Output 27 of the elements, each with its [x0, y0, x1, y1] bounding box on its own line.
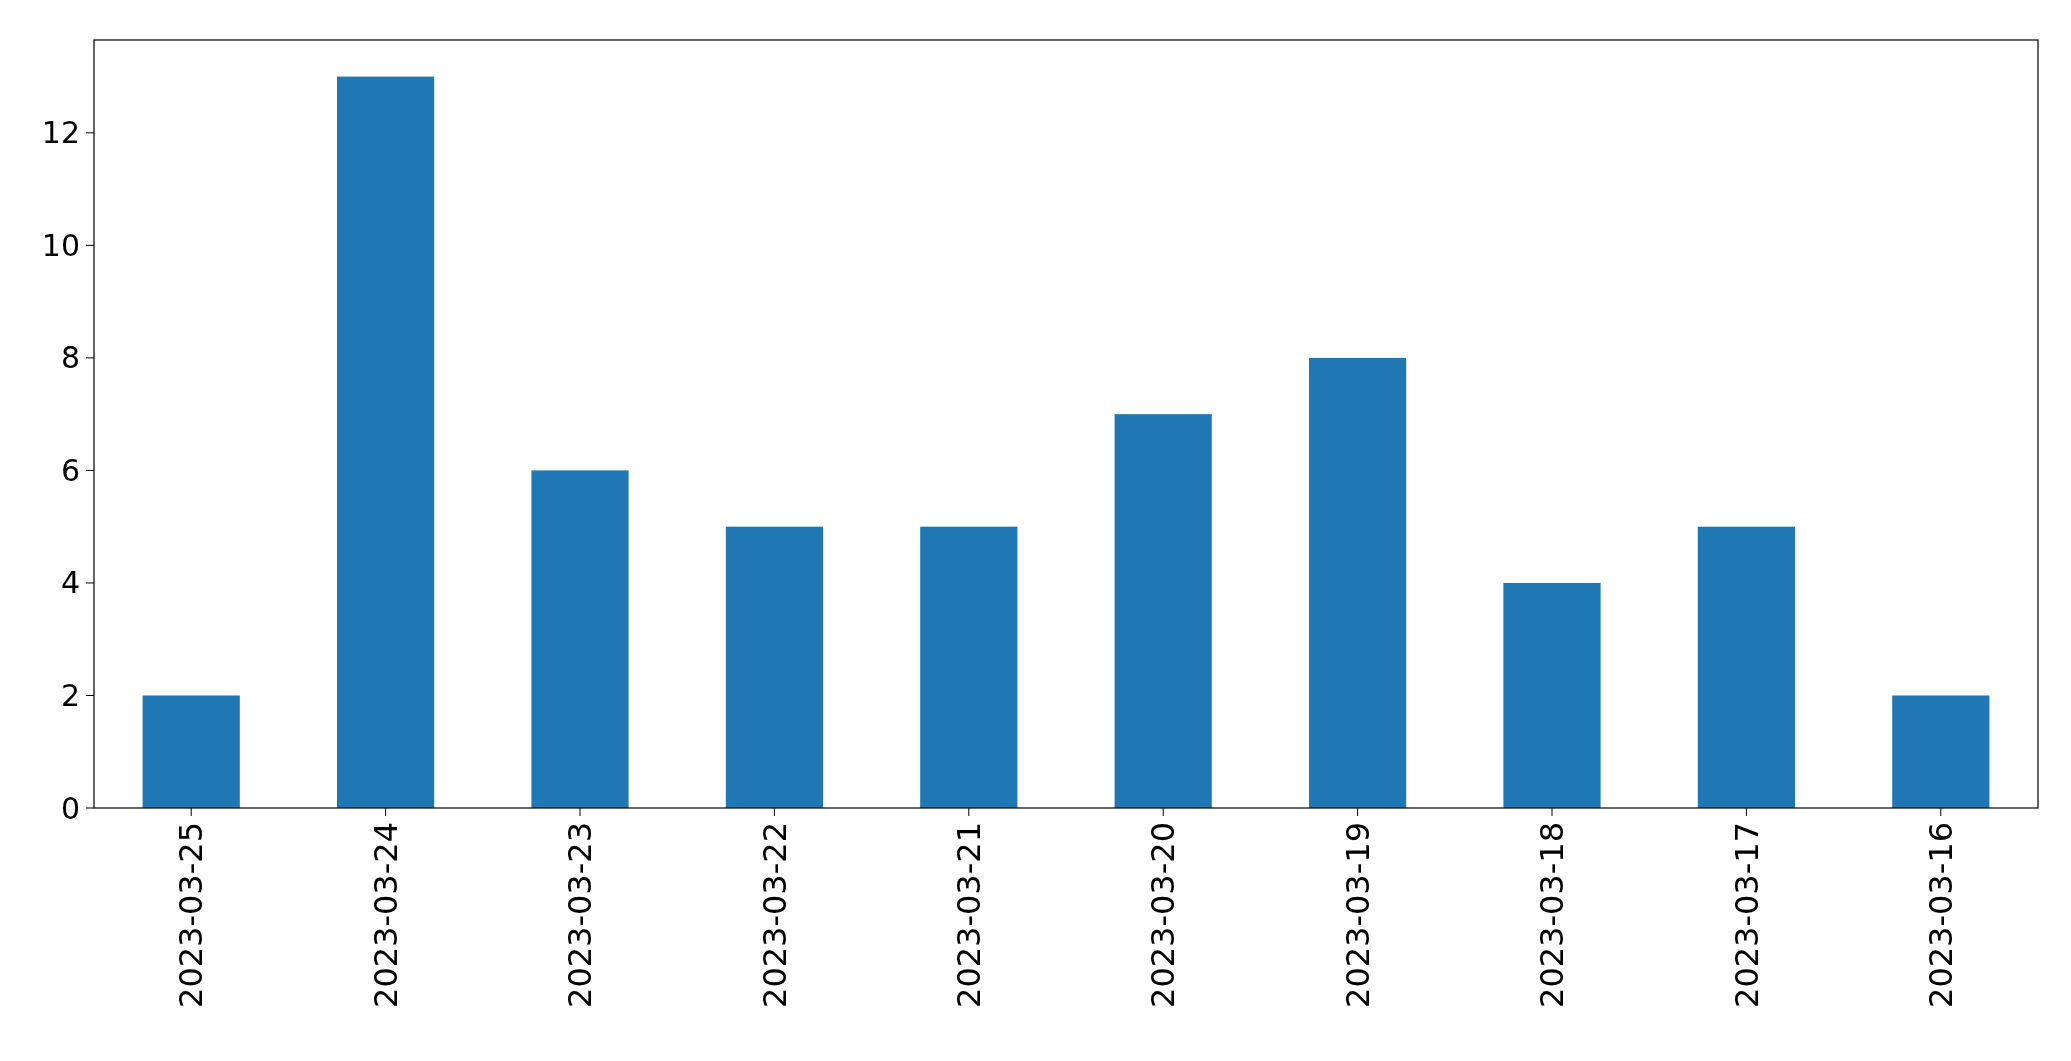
x-tick-label: 2023-03-24: [366, 822, 405, 1008]
bar: [725, 526, 823, 808]
y-tick-label: 4: [60, 565, 80, 601]
bar: [1697, 526, 1795, 808]
x-tick-label: 2023-03-20: [1144, 822, 1183, 1008]
bar: [1114, 414, 1212, 808]
x-tick-label: 2023-03-23: [561, 822, 600, 1008]
bar: [1892, 695, 1990, 808]
y-tick-label: 12: [41, 115, 80, 151]
y-tick-label: 8: [60, 340, 80, 376]
x-tick-label: 2023-03-17: [1727, 822, 1766, 1008]
x-tick-label: 2023-03-22: [755, 822, 794, 1008]
y-tick-label: 6: [60, 452, 80, 488]
bar: [920, 526, 1018, 808]
x-tick-label: 2023-03-21: [950, 822, 988, 1008]
bar: [142, 695, 240, 808]
y-tick-label: 10: [41, 227, 80, 263]
y-tick-label: 0: [60, 790, 80, 826]
bar: [1309, 357, 1407, 808]
y-tick-label: 2: [60, 677, 80, 713]
bar: [337, 76, 435, 808]
x-tick-label: 2023-03-25: [172, 822, 211, 1008]
x-tick-label: 2023-03-16: [1922, 822, 1960, 1008]
bar: [1503, 582, 1601, 808]
x-tick-label: 2023-03-18: [1533, 822, 1572, 1008]
x-tick-label: 2023-03-19: [1338, 822, 1377, 1008]
bar: [531, 470, 629, 808]
